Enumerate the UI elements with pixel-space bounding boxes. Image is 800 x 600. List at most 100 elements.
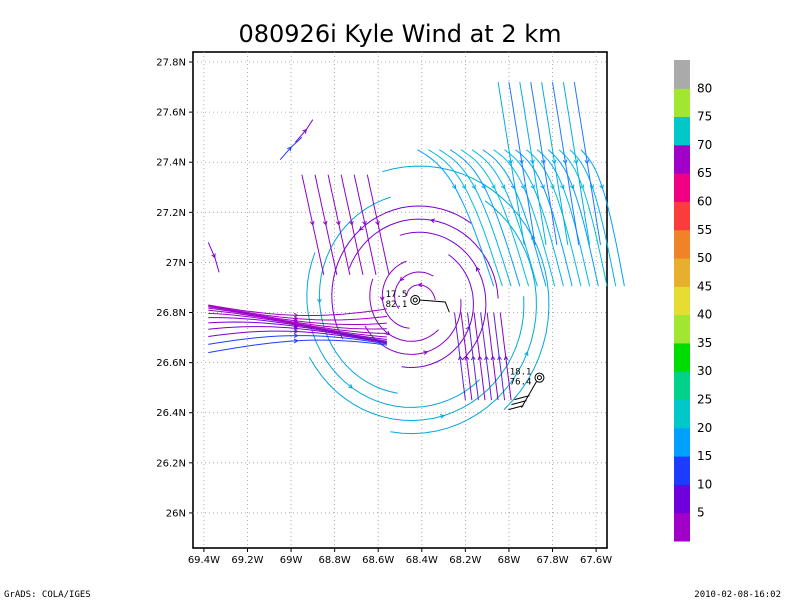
colorbar-label: 60 [697,194,712,208]
streamline-arrow [309,220,315,226]
streamline-arrow [562,159,568,165]
x-tick-label: 69W [280,555,303,566]
streamline-arrow [573,159,579,165]
streamline-arrow [497,355,502,361]
streamline-arrow [524,351,529,357]
colorbar-label: 45 [697,279,712,293]
storm-markers: 17.582.1 18.176.4 [386,290,545,411]
streamline-arrow [477,355,483,361]
colorbar-swatch [674,173,690,202]
y-tick-label: 27.4N [156,158,186,169]
colorbar-label: 80 [697,81,712,95]
streamline-arrow [503,355,509,361]
colorbar-swatch [674,342,690,372]
colorbar-swatch [674,512,690,542]
streamline-arrow [293,338,299,344]
streamline-arrow [541,159,546,165]
colorbar-label: 75 [697,110,712,124]
streamline-arrow [559,184,565,190]
streamline-arrow [530,159,535,165]
colorbar-label: 30 [697,364,712,378]
x-tick-label: 68.2W [449,555,481,566]
streamline-arrow [379,296,385,302]
colorbar-label: 40 [697,308,712,322]
y-tick-label: 26.4N [156,408,186,419]
colorbar: 5 10 15 20 25 30 35 40 45 50 55 60 65 70 75 80 [674,60,712,542]
streamline-arrow [471,184,476,190]
streamline-arrow [471,355,476,361]
colorbar-label: 20 [697,421,712,435]
streamline-arrow [287,146,292,152]
y-tick-label: 27.2N [156,208,186,219]
streamline-arrow [501,184,506,190]
streamline-arrow [302,128,307,134]
streamline-arrow [362,220,367,226]
storm-marker-center [412,297,418,303]
colorbar-swatch [674,229,690,259]
streamline-arrow [211,253,216,259]
streamline-arrow [508,159,513,165]
wind-barb [419,299,450,313]
y-axis-ticks: 26N 26.2N 26.4N 26.6N 26.8N 27N 27.2N 27.4N 27.6… [156,58,193,519]
chart-title: 080926i Kyle Wind at 2 km [238,20,561,48]
storm-marker-ring [534,372,545,383]
streamline-arrow [293,329,299,334]
y-tick-label: 27.8N [156,58,186,69]
colorbar-swatch [674,484,690,514]
y-tick-label: 27N [166,258,186,269]
streamline-arrow [579,184,585,190]
colorbar-label: 70 [697,138,712,152]
colorbar-swatch [674,286,690,316]
streamline-arrow [530,184,535,190]
streamlines [207,82,625,435]
streamline-arrow [385,330,391,336]
streamline-arrow [458,355,463,361]
colorbar-swatch [674,371,690,401]
colorbar-label: 50 [697,251,712,265]
storm-label-1: 18.1 [510,368,532,378]
x-tick-label: 68.6W [362,555,394,566]
colorbar-swatch [674,60,690,89]
x-tick-label: 67.8W [536,555,568,566]
y-tick-label: 26.8N [156,308,186,319]
storm-label-1: 17.5 [386,290,408,300]
streamline-arrow [317,298,322,304]
streamline-arrow [550,184,555,190]
streamline-arrow [399,276,405,282]
colorbar-swatch [674,456,690,485]
streamline-arrow [490,355,496,361]
x-tick-label: 68W [498,555,521,566]
streamline-arrow [481,184,486,190]
colorbar-label: 65 [697,166,712,180]
streamline-arrow [451,184,457,190]
x-tick-label: 69.2W [231,555,263,566]
streamline-arrow [491,184,496,190]
colorbar-swatch [674,201,690,231]
x-tick-label: 67.6W [580,555,612,566]
colorbar-label: 55 [697,223,712,237]
streamline-arrow [423,350,429,355]
colorbar-swatch [674,314,690,344]
streamline-arrow [551,159,557,165]
streamline-arrow [349,220,354,226]
x-tick-label: 68.4W [406,555,438,566]
y-tick-label: 27.6N [156,108,186,119]
colorbar-swatch [674,258,690,287]
streamline-arrow [584,159,590,165]
streamline-arrow [484,355,489,361]
colorbar-swatch [674,427,690,457]
y-tick-label: 26.2N [156,458,186,469]
x-tick-label: 69.4W [188,555,220,566]
streamline-arrow [322,220,328,226]
x-axis-ticks: 69.4W 69.2W 69W 68.8W 68.6W 68.4W 68.2W 68W 67.8… [188,548,612,566]
y-tick-label: 26N [166,508,186,519]
wind-barb [508,381,537,411]
streamline-arrow [293,333,299,338]
streamline-arrow [439,414,445,419]
colorbar-swatch [674,399,690,429]
colorbar-label: 15 [697,449,712,463]
footer-timestamp: 2010-02-08-16:02 [694,590,781,600]
colorbar-swatch [674,144,690,174]
streamline-arrow [293,312,299,318]
